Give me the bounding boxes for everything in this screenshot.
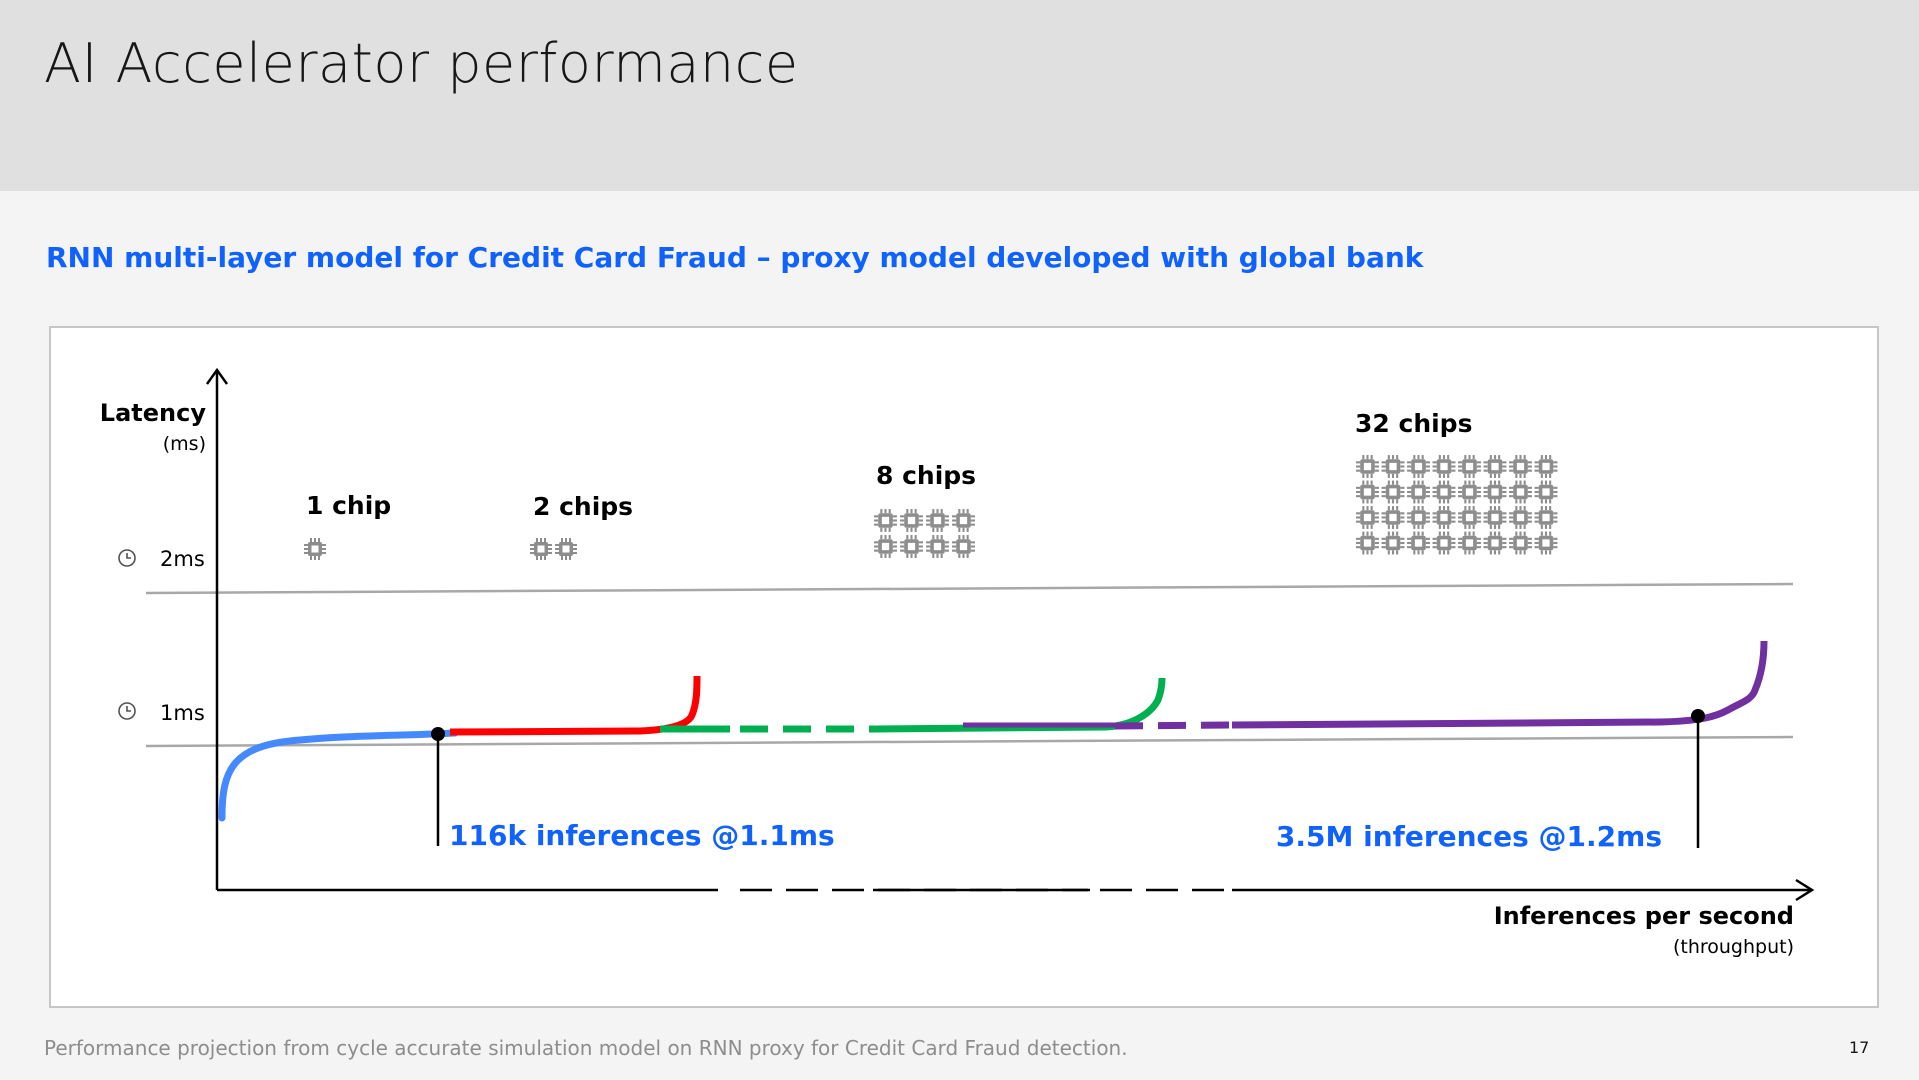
y-axis-label: Latency bbox=[100, 399, 207, 427]
annotation-marker-3.5m bbox=[1691, 709, 1705, 848]
chip-icon bbox=[952, 535, 975, 558]
chip-icon bbox=[1458, 531, 1481, 555]
chip-icon bbox=[530, 538, 552, 560]
chip-icon bbox=[1432, 480, 1456, 504]
chip-icon bbox=[1483, 506, 1507, 529]
chart-panel bbox=[49, 326, 1879, 1008]
title-bar bbox=[0, 0, 1919, 191]
y-axis bbox=[205, 367, 229, 890]
chip-icon bbox=[874, 535, 897, 558]
ref-line-1ms bbox=[145, 735, 1794, 748]
chip-icon bbox=[1407, 506, 1430, 529]
chip-icon bbox=[926, 535, 949, 558]
y-ref-label-2ms: 2ms bbox=[160, 547, 205, 571]
chip-icons-32 bbox=[1356, 455, 1558, 555]
series-line-32-chips-dashed bbox=[1114, 721, 1231, 730]
y-ref-label-1ms: 1ms bbox=[160, 701, 205, 725]
series-line-2-chips bbox=[449, 675, 701, 736]
chip-icon bbox=[1458, 480, 1481, 504]
chip-icon bbox=[1509, 531, 1532, 555]
chip-icon bbox=[1381, 506, 1405, 529]
chip-icon bbox=[1458, 455, 1481, 478]
series-label-8-chips: 8 chips bbox=[876, 461, 976, 490]
chip-icon bbox=[1509, 480, 1532, 504]
chip-icons-1 bbox=[304, 538, 326, 560]
chip-icon bbox=[1356, 480, 1379, 504]
footnote: Performance projection from cycle accura… bbox=[44, 1036, 1128, 1060]
chip-icon bbox=[1381, 531, 1405, 555]
chip-icon bbox=[900, 535, 923, 558]
chip-icon bbox=[1356, 455, 1379, 478]
chip-icon bbox=[1509, 506, 1532, 529]
annotation-3.5m: 3.5M inferences @1.2ms bbox=[1276, 820, 1662, 853]
chip-icon bbox=[1381, 455, 1405, 478]
chip-icon bbox=[1483, 480, 1507, 504]
series-line-1-chip bbox=[218, 729, 459, 822]
series-line-8-chips-tail bbox=[874, 677, 1166, 733]
ref-line-2ms bbox=[145, 582, 1794, 595]
clock-icon bbox=[118, 702, 136, 720]
chip-icon bbox=[1356, 506, 1379, 529]
chip-icons-8 bbox=[874, 509, 975, 558]
annotation-116k: 116k inferences @1.1ms bbox=[449, 819, 835, 852]
chip-icon bbox=[900, 509, 923, 532]
x-axis bbox=[217, 878, 1815, 902]
clock-icon bbox=[118, 549, 136, 567]
chip-icon bbox=[1534, 455, 1558, 478]
chart-subtitle: RNN multi-layer model for Credit Card Fr… bbox=[46, 241, 1424, 274]
x-axis-label: Inferences per second bbox=[1494, 902, 1794, 930]
chip-icon bbox=[1432, 506, 1456, 529]
chip-icon bbox=[1483, 531, 1507, 555]
chip-icon bbox=[1509, 455, 1532, 478]
x-axis-unit: (throughput) bbox=[1673, 936, 1794, 958]
series-line-32-chips bbox=[1231, 640, 1768, 729]
chip-icon bbox=[1407, 480, 1430, 504]
chip-icon bbox=[1356, 531, 1379, 555]
chip-icon bbox=[1458, 506, 1481, 529]
chip-icon bbox=[1432, 531, 1456, 555]
annotation-marker-116k bbox=[431, 727, 445, 846]
chip-icon bbox=[555, 538, 577, 560]
chip-icon bbox=[304, 538, 326, 560]
series-label-32-chips: 32 chips bbox=[1355, 409, 1472, 438]
chip-icon bbox=[1534, 531, 1558, 555]
series-label-2-chips: 2 chips bbox=[533, 492, 633, 521]
chip-icon bbox=[926, 509, 949, 532]
chip-icons-2 bbox=[530, 538, 577, 560]
chip-icon bbox=[1534, 506, 1558, 529]
chip-icon bbox=[1381, 480, 1405, 504]
chip-icon bbox=[952, 509, 975, 532]
chip-icon bbox=[1407, 531, 1430, 555]
page-title: AI Accelerator performance bbox=[44, 32, 799, 95]
chip-icon bbox=[874, 509, 897, 532]
chip-icon bbox=[1432, 455, 1456, 478]
chip-icon bbox=[1534, 480, 1558, 504]
page-number: 17 bbox=[1849, 1038, 1870, 1057]
chip-icon bbox=[1483, 455, 1507, 478]
chip-icon bbox=[1407, 455, 1430, 478]
series-label-1-chip: 1 chip bbox=[306, 491, 391, 520]
y-axis-unit: (ms) bbox=[163, 433, 206, 455]
